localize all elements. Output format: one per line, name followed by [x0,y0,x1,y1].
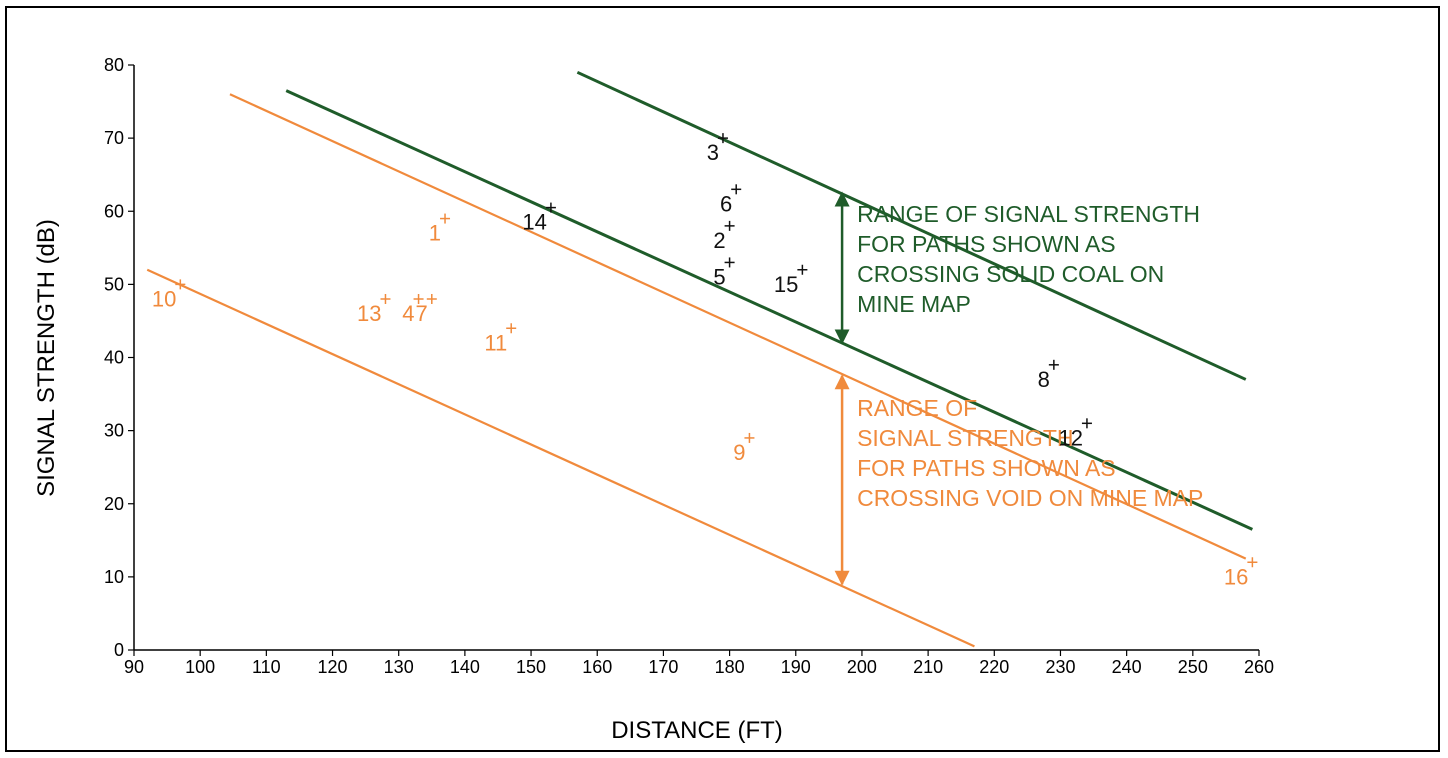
y-tick-label: 30 [104,421,124,441]
x-tick-label: 220 [979,657,1009,677]
void-boundary-line [229,93,1247,560]
point-label: 3 [707,140,719,165]
void-range-label-line: RANGE OF [857,395,977,421]
void-range-label-line: FOR PATHS SHOWN AS [857,455,1116,481]
x-tick-label: 250 [1178,657,1208,677]
chart-frame [5,6,1440,752]
void-range-label-line: CROSSING VOID ON MINE MAP [857,485,1203,511]
x-tick-label: 140 [450,657,480,677]
solid-range-label-line: CROSSING SOLID COAL ON [857,261,1164,287]
y-tick-label: 10 [104,567,124,587]
point-label: 7 [416,301,428,326]
data-point: 10 [152,279,186,311]
point-label: 14 [522,210,546,235]
data-point: 3 [707,133,728,165]
data-point: 16 [1224,557,1258,589]
point-label: 13 [357,301,381,326]
x-tick-label: 160 [582,657,612,677]
x-tick-label: 150 [516,657,546,677]
void-boundary-line [146,268,975,648]
data-point: 15 [774,264,808,297]
y-tick-label: 0 [114,640,124,660]
x-tick-label: 120 [318,657,348,677]
point-label: 12 [1058,425,1082,450]
x-tick-label: 170 [648,657,678,677]
x-tick-label: 230 [1045,657,1075,677]
data-point: 6 [720,184,742,216]
data-point: 13 [357,294,391,326]
y-tick-label: 40 [104,348,124,368]
data-point: 14 [522,202,556,235]
point-label: 1 [429,221,441,246]
point-label: 10 [152,286,176,311]
data-point: 11 [484,323,517,355]
solid-range-label-line: RANGE OF SIGNAL STRENGTH [857,201,1200,227]
x-tick-label: 260 [1244,657,1274,677]
x-tick-label: 190 [781,657,811,677]
point-label: 8 [1038,367,1050,392]
x-tick-label: 110 [252,657,281,677]
data-point: 5 [713,257,735,289]
point-label: 9 [733,440,745,465]
data-point: 2 [713,220,735,253]
point-label: 11 [484,330,507,355]
point-label: 2 [713,228,725,253]
x-axis-title: DISTANCE (FT) [611,717,783,744]
axes: 90 100 110 120 130 140 150 160 170 180 190 200 210 22… [104,55,1274,677]
solid-range-label-line: MINE MAP [857,291,971,317]
y-axis-title: SIGNAL STRENGTH (dB) [33,219,60,497]
data-point: 1 [429,213,451,246]
data-point: 4 [402,294,424,326]
point-label: 16 [1224,564,1248,589]
trend-lines [146,70,1254,648]
y-tick-label: 20 [104,494,124,514]
data-point: 8 [1038,359,1059,392]
solid-range-label-line: FOR PATHS SHOWN AS [857,231,1116,257]
y-tick-label: 50 [104,274,124,294]
point-label: 5 [713,264,725,289]
x-tick-label: 130 [384,657,414,677]
solid-boundary-line [576,70,1247,381]
x-tick-label: 100 [185,657,215,677]
data-point: 12 [1058,418,1092,450]
point-label: 4 [402,301,414,326]
range-annotations: RANGE OF SIGNAL STRENGTH FOR PATHS SHOWN … [834,191,1203,586]
x-tick-label: 200 [847,657,877,677]
solid-boundary-line [285,89,1254,531]
x-tick-label: 90 [124,657,144,677]
x-tick-label: 240 [1112,657,1142,677]
point-label: 6 [720,191,732,216]
x-tick-label: 180 [715,657,745,677]
point-label: 15 [774,272,798,297]
x-tick-label: 210 [913,657,943,677]
data-point: 7 [416,294,437,326]
y-tick-label: 80 [104,55,124,75]
y-tick-label: 60 [104,201,124,221]
void-range-label-line: SIGNAL STRENGTH [857,425,1073,451]
y-tick-label: 70 [104,128,124,148]
data-point: 9 [733,432,755,465]
